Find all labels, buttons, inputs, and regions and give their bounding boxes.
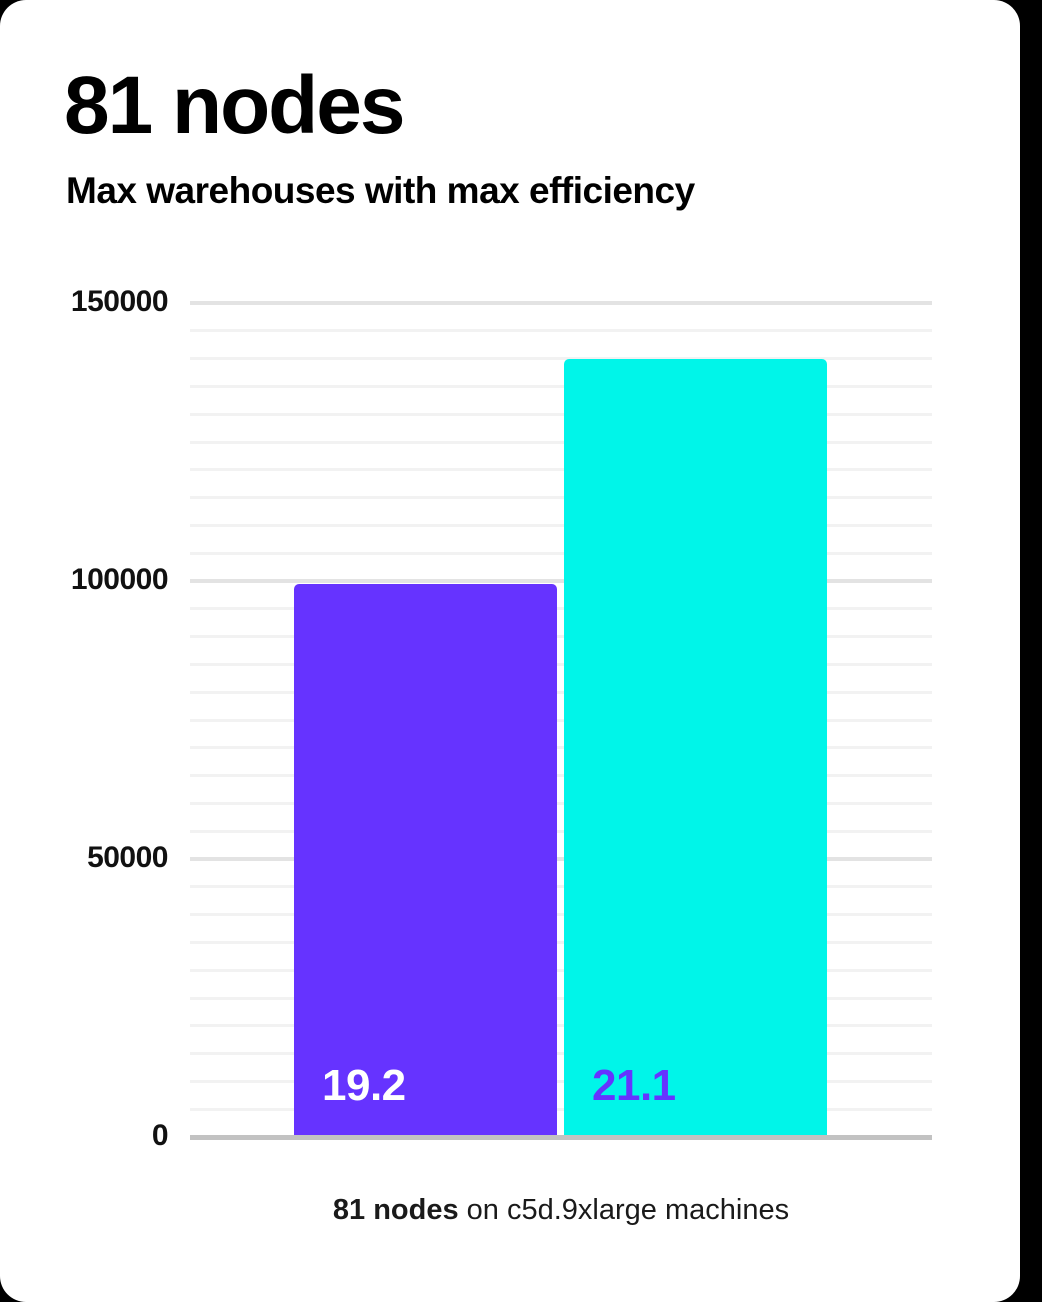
minor-gridline — [190, 774, 932, 778]
y-tick-label: 100000 — [70, 563, 169, 596]
minor-gridline — [190, 468, 932, 472]
minor-gridline — [190, 718, 932, 722]
y-tick-label: 50000 — [87, 841, 168, 874]
minor-gridline — [190, 996, 932, 1000]
x-axis-line — [190, 1135, 932, 1140]
bar-left-bar: 19.2 — [294, 583, 557, 1137]
minor-gridline — [190, 607, 932, 611]
minor-gridline — [190, 690, 932, 694]
minor-gridline — [190, 1107, 932, 1111]
minor-gridline — [190, 940, 932, 944]
chart-caption: 81 nodes on c5d.9xlarge machines — [190, 1194, 932, 1227]
minor-gridline — [190, 968, 932, 972]
minor-gridline — [190, 635, 932, 639]
minor-gridline — [190, 384, 932, 388]
minor-gridline — [190, 829, 932, 833]
chart-subtitle: Max warehouses with max efficiency — [66, 170, 695, 211]
minor-gridline — [190, 440, 932, 444]
minor-gridline — [190, 551, 932, 555]
bar-value-label-left-bar: 19.2 — [322, 1060, 406, 1110]
y-tick-label: 150000 — [70, 285, 169, 318]
minor-gridline — [190, 913, 932, 917]
minor-gridline — [190, 496, 932, 500]
chart-card: 81 nodes Max warehouses with max efficie… — [0, 0, 1020, 1302]
minor-gridline — [190, 746, 932, 750]
minor-gridline — [190, 357, 932, 361]
minor-gridline — [190, 662, 932, 666]
minor-gridline — [190, 329, 932, 333]
bar-right-bar: 21.1 — [564, 358, 827, 1137]
chart-title: 81 nodes — [64, 60, 405, 151]
caption-bold-text: 81 nodes — [332, 1194, 459, 1226]
minor-gridline — [190, 1024, 932, 1028]
bar-chart: 19.2 21.1 0 50000 100000 150000 — [70, 285, 932, 1152]
minor-gridline — [190, 1052, 932, 1056]
caption-regular-text: on c5d.9xlarge machines — [458, 1194, 790, 1226]
major-gridline — [190, 857, 932, 861]
minor-gridline — [190, 801, 932, 805]
major-gridline — [190, 301, 932, 305]
bar-value-label-right-bar: 21.1 — [592, 1060, 676, 1110]
major-gridline — [190, 579, 932, 583]
y-tick-label: 0 — [151, 1119, 169, 1152]
minor-gridline — [190, 1079, 932, 1083]
minor-gridline — [190, 412, 932, 416]
minor-gridline — [190, 885, 932, 889]
minor-gridline — [190, 523, 932, 527]
